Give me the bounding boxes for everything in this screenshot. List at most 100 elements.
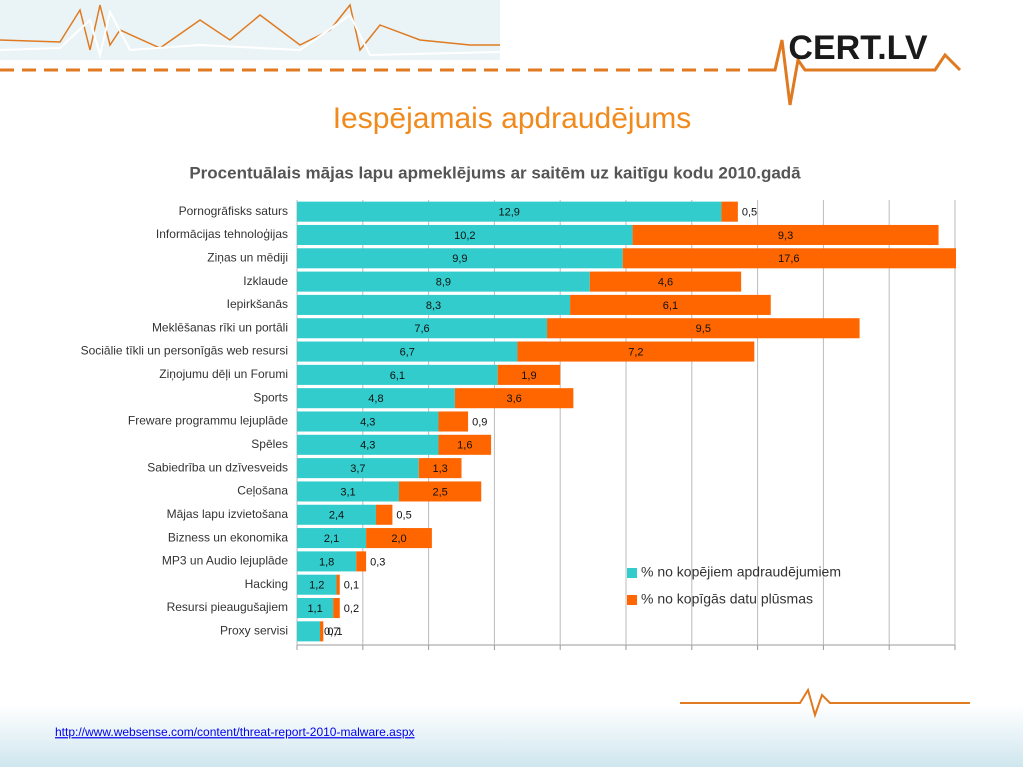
bars bbox=[297, 201, 956, 642]
plot: Pornogrāfisks saturs 12,9 0,5 Informācijas … bbox=[81, 200, 956, 650]
value-label: 6,1 bbox=[390, 370, 405, 382]
value-label: 7,2 bbox=[628, 346, 643, 358]
bar-segment bbox=[297, 318, 548, 339]
bar-segment bbox=[570, 294, 771, 315]
footer-decoration bbox=[680, 687, 970, 719]
bar-segment bbox=[297, 364, 498, 385]
bar-segment bbox=[297, 621, 321, 642]
bar-segment bbox=[418, 458, 462, 479]
bar-segment bbox=[333, 598, 340, 619]
bar-segment bbox=[297, 458, 419, 479]
value-label: 17,6 bbox=[778, 253, 799, 265]
value-label: 4,8 bbox=[368, 393, 383, 405]
value-label: 2,0 bbox=[391, 533, 406, 545]
bar-segment bbox=[356, 551, 367, 572]
category-label: Informācijas tehnoloģijas bbox=[156, 227, 288, 241]
category-label: Bizness un ekonomika bbox=[168, 530, 288, 544]
value-label: 1,2 bbox=[309, 580, 324, 592]
value-label: 2,5 bbox=[432, 486, 447, 498]
category-label: Hacking bbox=[245, 577, 288, 591]
value-label: 0,2 bbox=[344, 603, 359, 615]
category-label: Iepirkšanās bbox=[227, 297, 288, 311]
source-link[interactable]: http://www.websense.com/content/threat-r… bbox=[55, 725, 415, 739]
value-label: 10,2 bbox=[454, 230, 475, 242]
bar-segment bbox=[297, 271, 590, 292]
value-label: 9,9 bbox=[452, 253, 467, 265]
value-label: 0,1 bbox=[344, 580, 359, 592]
bar-segment bbox=[366, 528, 432, 549]
bar-segment bbox=[398, 481, 482, 502]
category-label: Ceļošana bbox=[237, 484, 288, 498]
value-label: 0,5 bbox=[742, 207, 757, 219]
logo: CERT.LV bbox=[788, 29, 927, 67]
category-label: Ziņas un mēdiji bbox=[207, 250, 288, 264]
value-label: 3,7 bbox=[350, 463, 365, 475]
bar-segment bbox=[297, 504, 376, 525]
bar-segment bbox=[297, 598, 334, 619]
category-label: Proxy servisi bbox=[220, 624, 288, 638]
value-label: 0,7 bbox=[324, 626, 339, 638]
bar-segment bbox=[297, 388, 455, 409]
value-label: 1,3 bbox=[432, 463, 447, 475]
value-label: 8,3 bbox=[426, 300, 441, 312]
value-label: 7,6 bbox=[414, 323, 429, 335]
value-label: 2,4 bbox=[329, 510, 344, 522]
bar-segment bbox=[297, 574, 337, 595]
bar-segment bbox=[336, 574, 340, 595]
bar-segment bbox=[297, 201, 722, 222]
category-label: Meklēšanas rīki un portāli bbox=[152, 320, 288, 334]
category-label: Sabiedrība un dzīvesveids bbox=[147, 460, 288, 474]
bar-segment bbox=[438, 411, 469, 432]
bar-segment bbox=[320, 621, 324, 642]
page-title: Iespējamais apdraudējums bbox=[333, 102, 692, 135]
value-label: 0,3 bbox=[370, 556, 385, 568]
value-label: 1,9 bbox=[521, 370, 536, 382]
value-label: 6,7 bbox=[400, 346, 415, 358]
value-label: 0,5 bbox=[396, 510, 411, 522]
bar-segment bbox=[632, 224, 939, 245]
category-label: Sociālie tīkli un personīgās web resursi bbox=[81, 344, 288, 358]
bar-segment bbox=[297, 434, 439, 455]
bar-segment bbox=[375, 504, 393, 525]
bar-segment bbox=[297, 481, 399, 502]
value-label: 0,9 bbox=[472, 416, 487, 428]
bar-segment bbox=[721, 201, 738, 222]
value-label: 9,5 bbox=[696, 323, 711, 335]
bar-segment bbox=[622, 248, 956, 269]
category-label: Freware programmu lejuplāde bbox=[128, 414, 288, 428]
bar-segment bbox=[297, 224, 633, 245]
category-label: Izklaude bbox=[243, 274, 288, 288]
category-label: Sports bbox=[253, 390, 288, 404]
value-label: 3,6 bbox=[506, 393, 521, 405]
value-label: 1,6 bbox=[457, 440, 472, 452]
value-label: 2,1 bbox=[324, 533, 339, 545]
category-label: Pornogrāfisks saturs bbox=[179, 204, 288, 218]
bar-segment bbox=[297, 294, 571, 315]
bar-segment bbox=[589, 271, 742, 292]
bar-segment bbox=[517, 341, 755, 362]
bar-segment bbox=[297, 248, 623, 269]
legend-label: % no kopējiem apdraudējumiem bbox=[641, 564, 841, 580]
legend-label: % no kopīgās datu plūsmas bbox=[641, 591, 813, 607]
value-label: 9,3 bbox=[778, 230, 793, 242]
value-label: 12,9 bbox=[498, 207, 519, 219]
category-label: Ziņojumu dēļi un Forumi bbox=[159, 367, 288, 381]
bar-segment bbox=[297, 411, 439, 432]
value-label: 8,9 bbox=[436, 277, 451, 289]
bar-segment bbox=[547, 318, 860, 339]
bar-segment bbox=[497, 364, 561, 385]
bar-segment bbox=[297, 551, 357, 572]
value-label: 6,1 bbox=[663, 300, 678, 312]
category-label: Resursi pieaugušajiem bbox=[167, 600, 288, 614]
footer-band bbox=[0, 705, 1023, 767]
header-decoration bbox=[0, 0, 962, 106]
category-label: Mājas lapu izvietošana bbox=[167, 507, 289, 521]
category-label: Spēles bbox=[251, 437, 288, 451]
value-label: 0,1 bbox=[327, 626, 342, 638]
legend-swatch bbox=[627, 595, 637, 605]
chart-title: Procentuālais mājas lapu apmeklējums ar … bbox=[189, 163, 801, 182]
value-label: 4,6 bbox=[658, 277, 673, 289]
bar-segment bbox=[297, 528, 367, 549]
value-label: 4,3 bbox=[360, 416, 375, 428]
